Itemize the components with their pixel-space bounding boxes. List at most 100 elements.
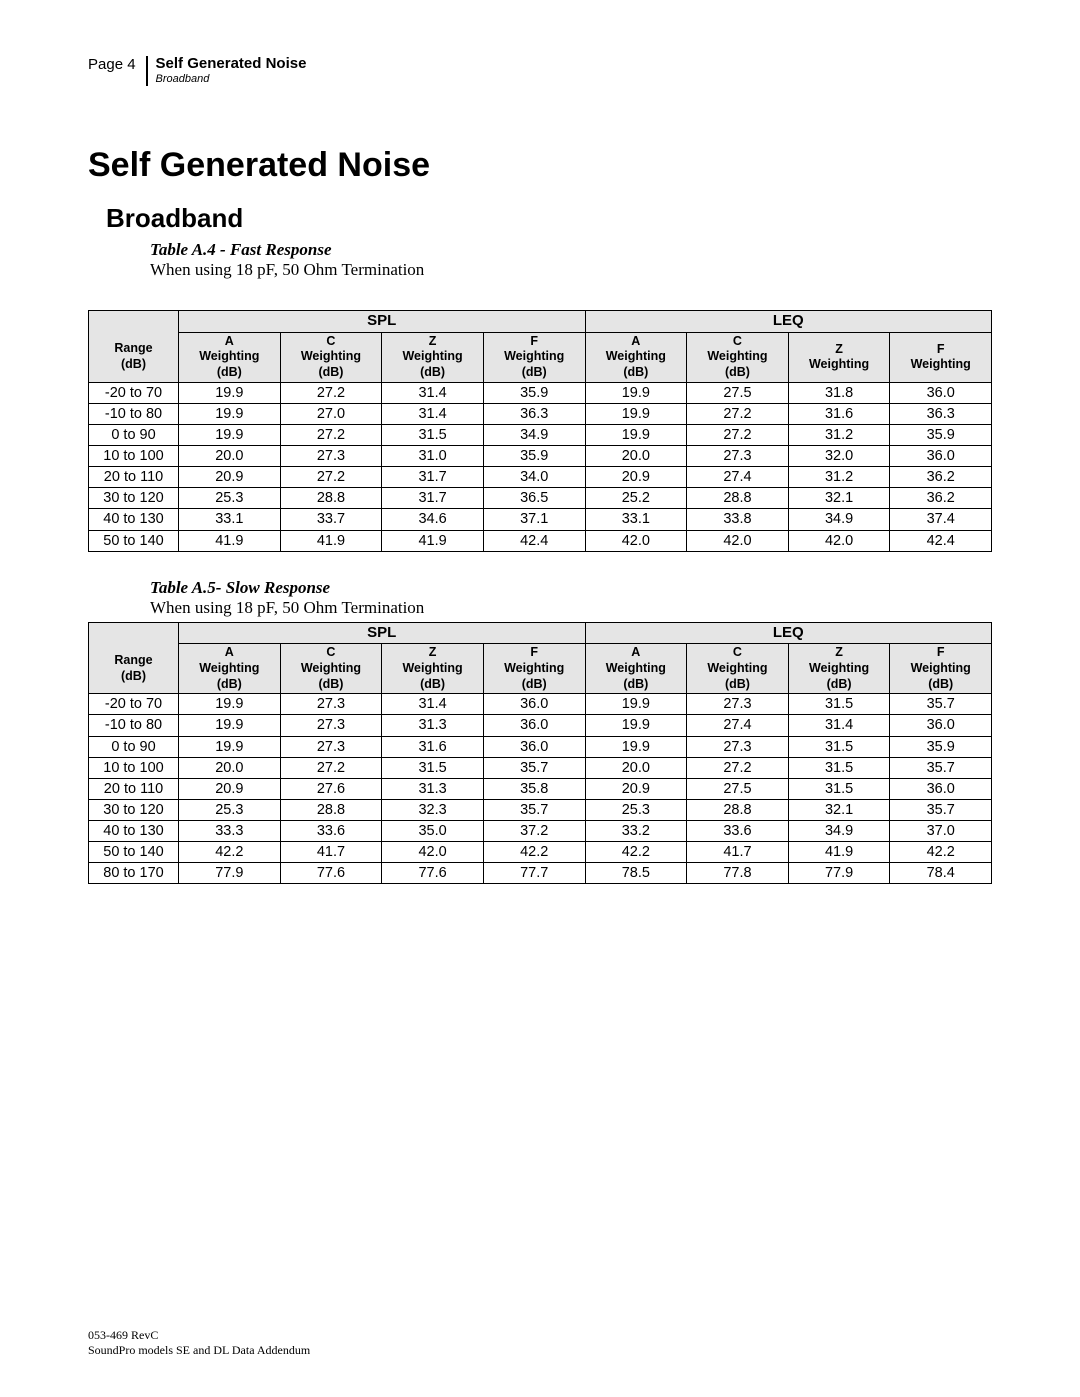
table-row: -20 to 7019.927.231.435.919.927.531.836.… (89, 382, 992, 403)
data-cell: 27.3 (687, 736, 789, 757)
data-cell: 77.9 (788, 863, 890, 884)
data-cell: 31.5 (788, 694, 890, 715)
data-cell: 33.3 (179, 821, 281, 842)
data-cell: 36.0 (890, 446, 992, 467)
range-cell: 10 to 100 (89, 757, 179, 778)
data-cell: 27.3 (687, 694, 789, 715)
data-cell: 77.9 (179, 863, 281, 884)
data-cell: 31.5 (788, 736, 890, 757)
data-cell: 27.2 (687, 757, 789, 778)
data-cell: 42.0 (585, 530, 687, 551)
data-cell: 32.0 (788, 446, 890, 467)
data-cell: 31.5 (382, 757, 484, 778)
data-cell: 33.1 (585, 509, 687, 530)
table-row: 20 to 11020.927.631.335.820.927.531.536.… (89, 778, 992, 799)
column-header: CWeighting(dB) (280, 644, 382, 694)
header-titles: Self Generated Noise Broadband (156, 56, 307, 85)
data-cell: 41.9 (280, 530, 382, 551)
data-cell: 31.5 (382, 424, 484, 445)
group-header: LEQ (585, 311, 992, 333)
column-header: AWeighting(dB) (585, 644, 687, 694)
data-cell: 31.2 (788, 467, 890, 488)
data-cell: 20.0 (585, 757, 687, 778)
section-title: Broadband (106, 203, 992, 234)
table-row: -10 to 8019.927.031.436.319.927.231.636.… (89, 403, 992, 424)
data-cell: 27.6 (280, 778, 382, 799)
data-cell: 27.3 (687, 446, 789, 467)
column-header: ZWeighting (788, 332, 890, 382)
data-cell: 33.7 (280, 509, 382, 530)
data-cell: 42.0 (788, 530, 890, 551)
data-cell: 27.3 (280, 446, 382, 467)
table-row: 30 to 12025.328.832.335.725.328.832.135.… (89, 799, 992, 820)
data-cell: 27.3 (280, 736, 382, 757)
data-cell: 34.9 (788, 509, 890, 530)
column-header: CWeighting(dB) (687, 332, 789, 382)
data-cell: 19.9 (585, 424, 687, 445)
range-cell: 50 to 140 (89, 530, 179, 551)
data-cell: 28.8 (280, 799, 382, 820)
data-cell: 78.5 (585, 863, 687, 884)
data-cell: 37.0 (890, 821, 992, 842)
data-cell: 77.8 (687, 863, 789, 884)
data-cell: 19.9 (179, 382, 281, 403)
range-cell: 40 to 130 (89, 821, 179, 842)
data-cell: 27.3 (280, 715, 382, 736)
data-cell: 25.3 (179, 799, 281, 820)
data-cell: 36.2 (890, 488, 992, 509)
column-header: FWeighting (890, 332, 992, 382)
table-row: 10 to 10020.027.331.035.920.027.332.036.… (89, 446, 992, 467)
data-cell: 77.6 (280, 863, 382, 884)
data-cell: 31.7 (382, 467, 484, 488)
table-caption: Table A.4 - Fast Response (150, 240, 992, 260)
data-cell: 31.3 (382, 715, 484, 736)
range-cell: 20 to 110 (89, 467, 179, 488)
data-cell: 33.1 (179, 509, 281, 530)
data-cell: 25.3 (179, 488, 281, 509)
data-cell: 37.1 (483, 509, 585, 530)
data-cell: 41.9 (382, 530, 484, 551)
range-cell: 40 to 130 (89, 509, 179, 530)
data-cell: 27.5 (687, 382, 789, 403)
column-header: FWeighting(dB) (483, 644, 585, 694)
data-cell: 27.5 (687, 778, 789, 799)
table-subcaption: When using 18 pF, 50 Ohm Termination (150, 260, 992, 280)
data-cell: 31.4 (382, 694, 484, 715)
data-cell: 42.2 (483, 842, 585, 863)
data-cell: 27.2 (280, 467, 382, 488)
table-row: 20 to 11020.927.231.734.020.927.431.236.… (89, 467, 992, 488)
data-cell: 36.0 (483, 715, 585, 736)
column-header: AWeighting(dB) (179, 644, 281, 694)
data-cell: 35.7 (483, 757, 585, 778)
data-cell: 27.2 (687, 403, 789, 424)
table-row: 40 to 13033.133.734.637.133.133.834.937.… (89, 509, 992, 530)
header-divider (146, 56, 148, 86)
data-cell: 27.2 (280, 424, 382, 445)
data-cell: 34.6 (382, 509, 484, 530)
table-row: 50 to 14041.941.941.942.442.042.042.042.… (89, 530, 992, 551)
data-cell: 27.2 (280, 382, 382, 403)
data-cell: 34.9 (788, 821, 890, 842)
range-header: Range(dB) (89, 332, 179, 382)
range-cell: -10 to 80 (89, 715, 179, 736)
column-header: CWeighting(dB) (280, 332, 382, 382)
range-cell: -20 to 70 (89, 694, 179, 715)
data-cell: 28.8 (687, 488, 789, 509)
data-cell: 19.9 (179, 424, 281, 445)
range-cell: 20 to 110 (89, 778, 179, 799)
data-cell: 41.9 (788, 842, 890, 863)
data-cell: 20.0 (179, 757, 281, 778)
data-cell: 31.5 (788, 757, 890, 778)
data-cell: 25.3 (585, 799, 687, 820)
range-cell: 80 to 170 (89, 863, 179, 884)
table-subcaption: When using 18 pF, 50 Ohm Termination (150, 598, 992, 618)
data-cell: 36.3 (483, 403, 585, 424)
data-cell: 28.8 (687, 799, 789, 820)
data-cell: 33.2 (585, 821, 687, 842)
data-cell: 35.7 (890, 757, 992, 778)
data-cell: 37.2 (483, 821, 585, 842)
data-cell: 35.9 (890, 424, 992, 445)
table-row: 0 to 9019.927.231.534.919.927.231.235.9 (89, 424, 992, 445)
range-cell: 30 to 120 (89, 799, 179, 820)
data-cell: 20.9 (585, 467, 687, 488)
